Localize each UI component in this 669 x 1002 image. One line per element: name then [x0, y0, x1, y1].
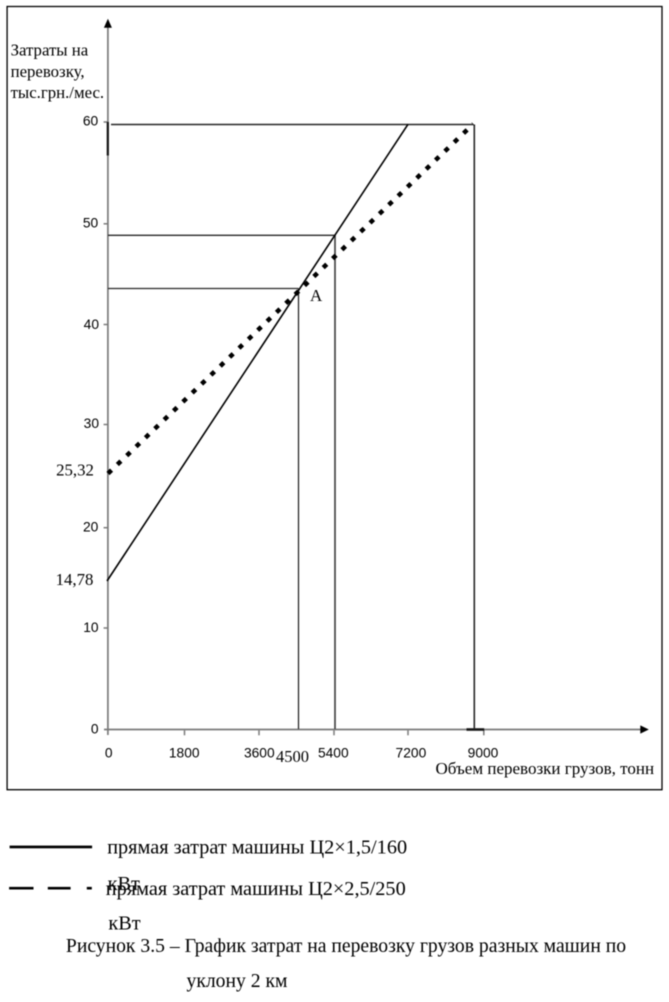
svg-text:тыс.грн./мес.: тыс.грн./мес.: [11, 83, 105, 102]
svg-text:1800: 1800: [169, 745, 200, 760]
svg-text:А: А: [310, 286, 323, 305]
svg-text:9000: 9000: [468, 745, 499, 760]
svg-text:25,32: 25,32: [56, 460, 94, 479]
svg-text:50: 50: [83, 215, 99, 230]
svg-text:Затраты на: Затраты на: [11, 41, 89, 60]
svg-text:кВт: кВт: [108, 873, 140, 895]
svg-text:кВт: кВт: [108, 913, 140, 935]
svg-text:0: 0: [91, 721, 99, 736]
svg-text:прямая затрат машины Ц2×1,5/16: прямая затрат машины Ц2×1,5/160: [107, 836, 407, 858]
svg-text:Объем перевозки грузов, тонн: Объем перевозки грузов, тонн: [436, 759, 655, 778]
svg-text:перевозку,: перевозку,: [11, 62, 85, 81]
svg-text:20: 20: [83, 520, 99, 535]
svg-text:7200: 7200: [396, 745, 427, 760]
svg-text:60: 60: [83, 113, 99, 128]
svg-text:30: 30: [84, 416, 100, 431]
svg-text:3600: 3600: [244, 745, 275, 760]
svg-text:14,78: 14,78: [56, 570, 94, 589]
svg-text:4500: 4500: [276, 747, 309, 766]
svg-text:уклону 2 км: уклону 2 км: [187, 970, 288, 992]
svg-text:5400: 5400: [318, 745, 349, 760]
svg-text:Рисунок 3.5 – График затрат на: Рисунок 3.5 – График затрат на перевозку…: [66, 935, 626, 957]
svg-text:10: 10: [83, 620, 99, 635]
svg-text:0: 0: [105, 745, 113, 760]
svg-text:40: 40: [84, 317, 100, 332]
svg-text:прямая затрат машины Ц2×2,5/25: прямая затрат машины Ц2×2,5/250: [106, 878, 406, 900]
